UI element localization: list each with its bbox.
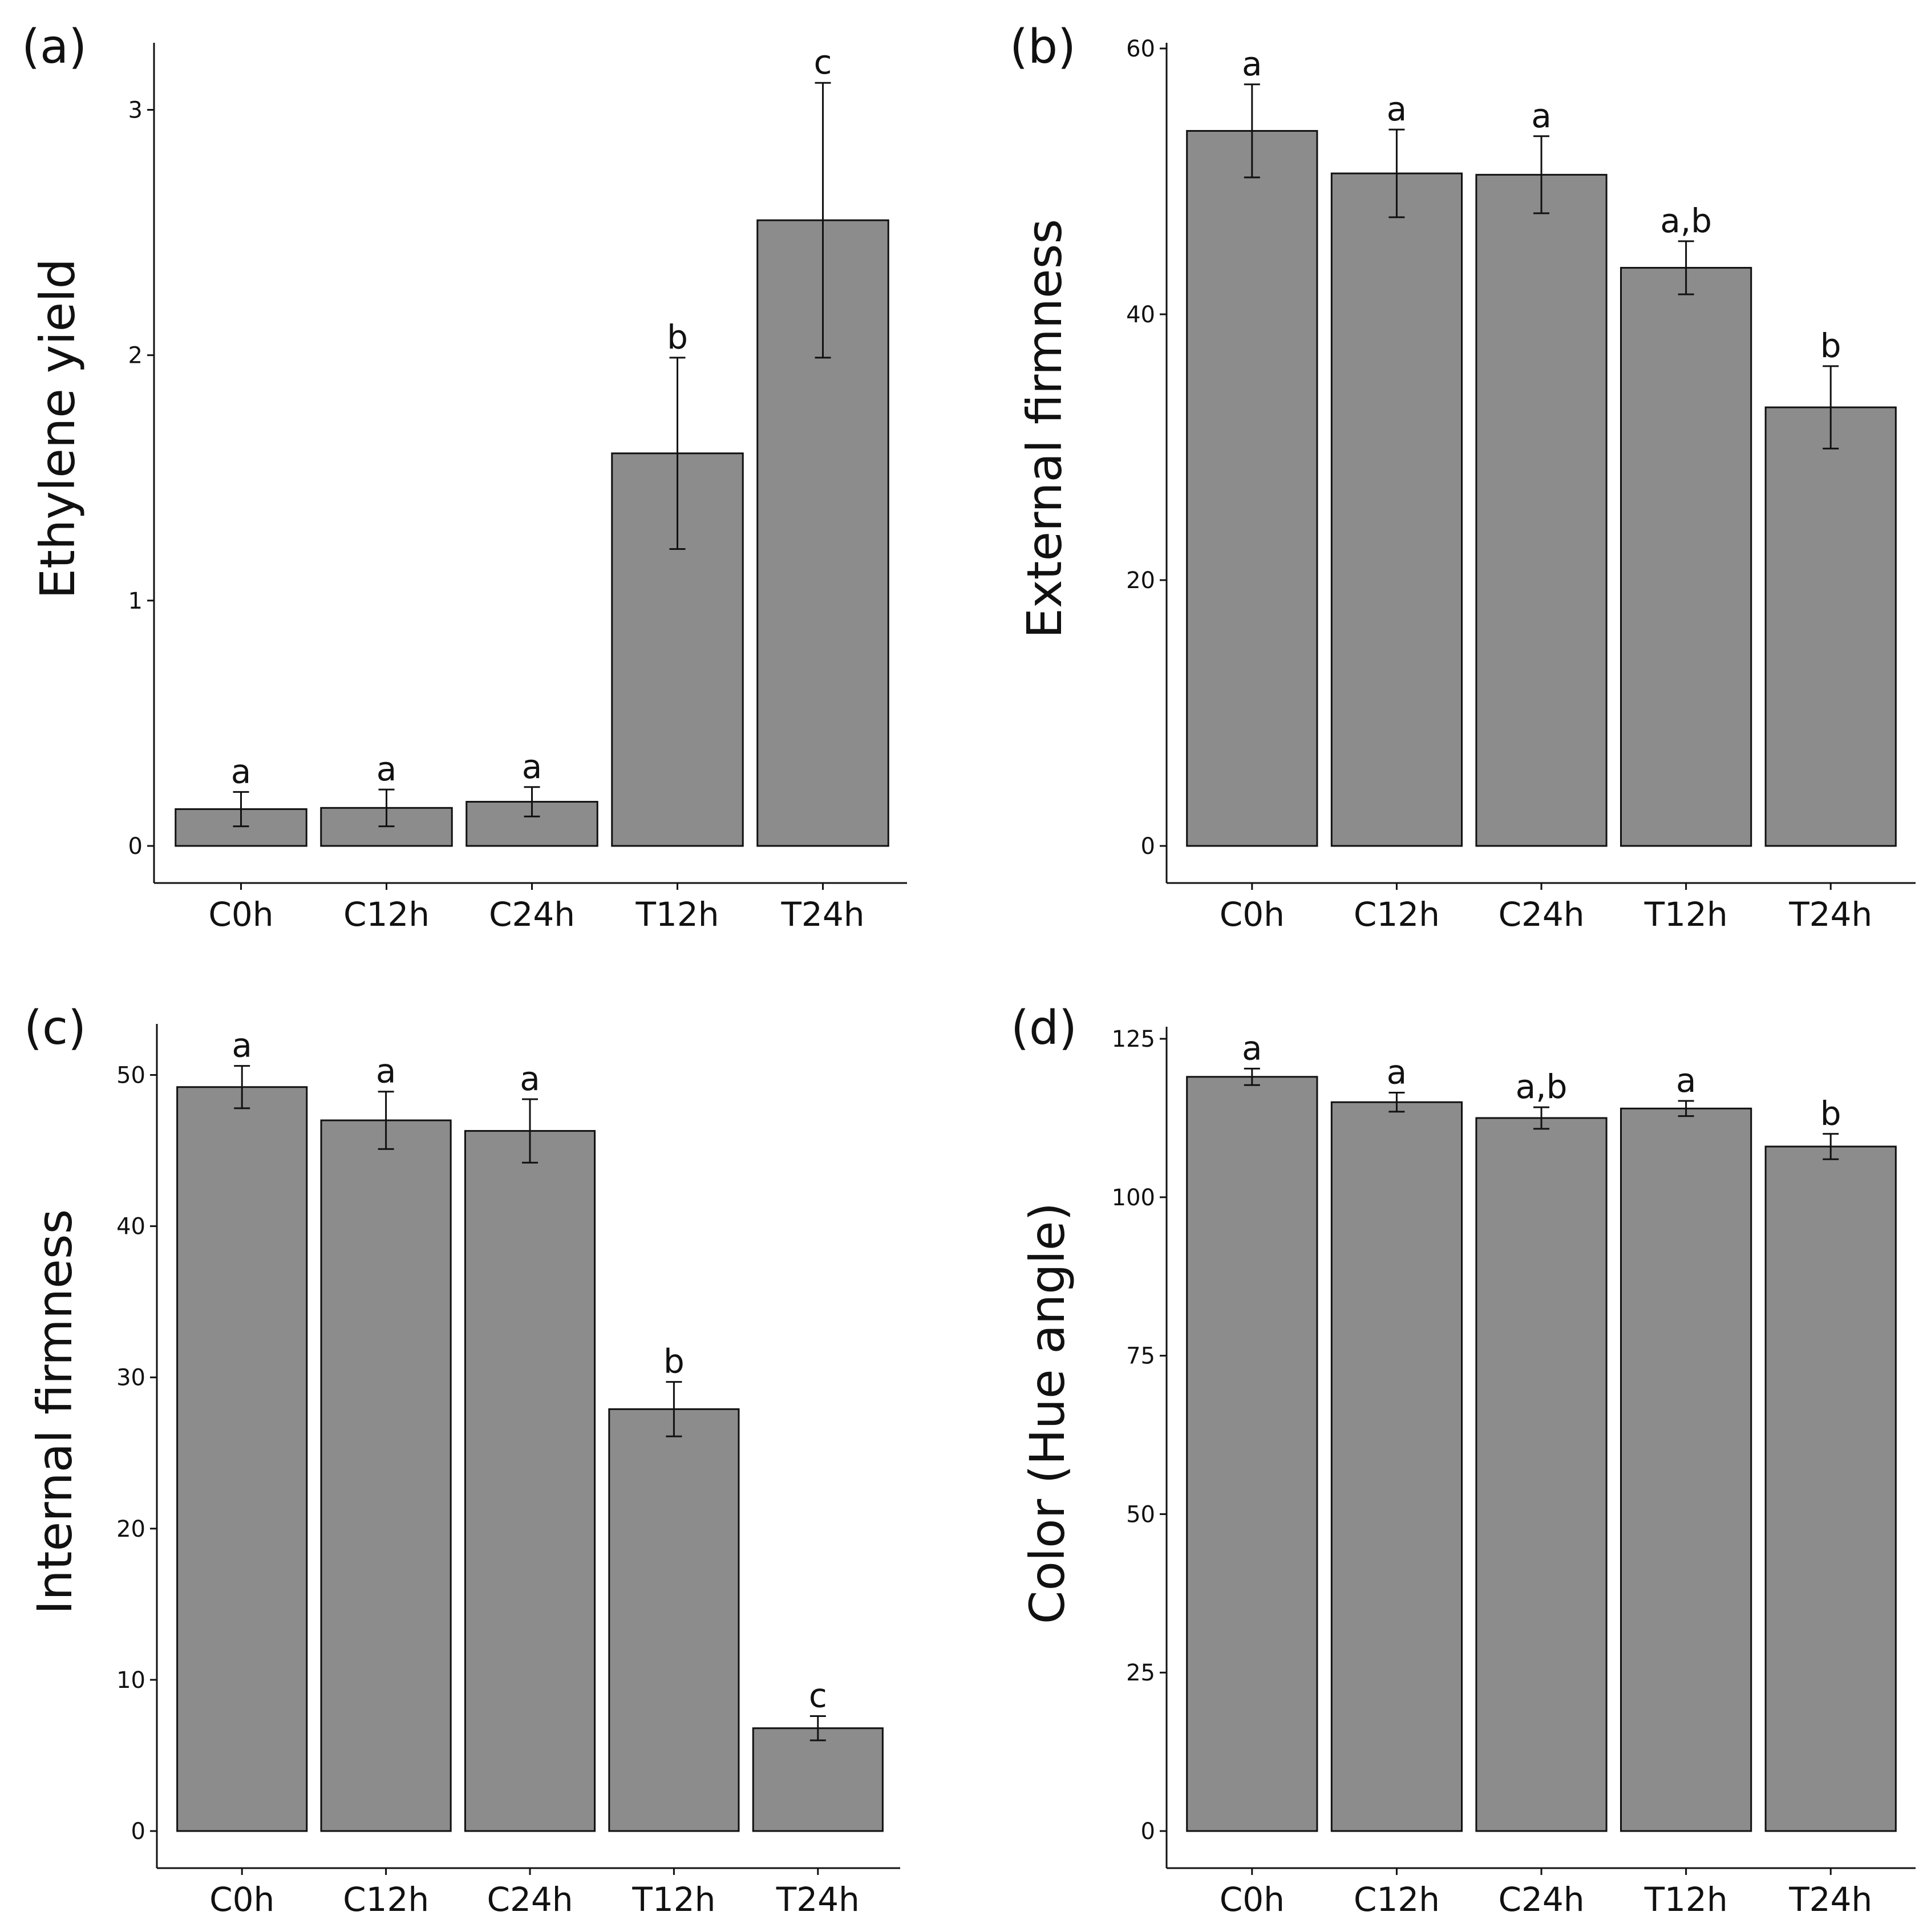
significance-label-T24h: c	[814, 43, 832, 82]
chart-panel-b: 0 20 40 60 a C0h a C12h a C24h a,b T12h b T24h (b) Exte…	[1010, 20, 1916, 934]
significance-label-C0h: a	[1242, 1028, 1262, 1067]
significance-label-C12h: a	[376, 1052, 396, 1091]
bar-C0h	[1186, 129, 1318, 847]
bar-C12h	[1330, 172, 1463, 847]
significance-label-T12h: b	[663, 1342, 685, 1381]
x-tick-label-T24h: T24h	[1788, 1880, 1872, 1919]
y-axis-title: Color (Hue angle)	[1019, 1202, 1075, 1624]
chart-panel-d: 0 25 50 75 100 125 a C0h a C12h a,b C24h a T12h b T24h (…	[1011, 1001, 1916, 1919]
x-tick-label-T12h: T12h	[631, 1880, 715, 1919]
bar-C24h	[464, 1130, 596, 1832]
y-axis-title: Internal firmness	[27, 1209, 83, 1615]
significance-label-C12h: a	[1387, 1053, 1407, 1092]
bar-C12h	[320, 1119, 452, 1832]
bar-T24h	[1764, 1145, 1897, 1832]
significance-label-C24h: a,b	[1516, 1067, 1568, 1106]
y-tick-label: 0	[128, 833, 143, 860]
x-tick-label-C0h: C0h	[1220, 1880, 1285, 1919]
y-tick-label: 3	[128, 98, 143, 124]
significance-label-C0h: a	[1242, 44, 1262, 83]
x-tick-label-C12h: C12h	[343, 895, 430, 934]
y-tick-label: 25	[1126, 1660, 1155, 1686]
significance-label-T24h: b	[1820, 1094, 1841, 1133]
bar-C0h	[176, 1086, 308, 1832]
chart-panel-c: 0 10 20 30 40 50 a C0h a C12h a C24h b T12h c T24h (c) In…	[24, 1001, 900, 1919]
x-tick-label-C24h: C24h	[489, 895, 575, 934]
significance-label-C24h: a	[1531, 96, 1552, 135]
significance-label-T24h: b	[1820, 326, 1841, 365]
significance-label-C12h: a	[1387, 90, 1407, 128]
bar-C24h	[465, 801, 598, 847]
x-tick-label-C0h: C0h	[1220, 895, 1285, 934]
bar-T24h	[752, 1727, 884, 1832]
x-tick-label-T24h: T24h	[781, 895, 865, 934]
y-tick-label: 75	[1126, 1343, 1155, 1370]
panel-label: (c)	[24, 1001, 86, 1055]
x-tick-label-C0h: C0h	[208, 895, 273, 934]
bar-T24h	[1764, 406, 1897, 847]
y-tick-label: 20	[1126, 568, 1155, 594]
x-tick-label-C0h: C0h	[209, 1880, 274, 1919]
significance-label-C24h: a	[520, 1059, 540, 1098]
x-tick-label-T24h: T24h	[776, 1880, 860, 1919]
y-tick-label: 40	[116, 1214, 145, 1240]
y-tick-label: 40	[1126, 302, 1155, 328]
significance-label-C12h: a	[377, 750, 397, 788]
y-tick-label: 50	[1126, 1501, 1155, 1528]
x-tick-label-C12h: C12h	[343, 1880, 429, 1919]
bar-C24h	[1475, 173, 1608, 847]
bar-T12h	[1620, 266, 1752, 847]
significance-label-C0h: a	[232, 1026, 252, 1065]
significance-label-C0h: a	[231, 752, 252, 791]
y-tick-label: 2	[128, 343, 143, 369]
x-tick-label-T12h: T12h	[1644, 895, 1728, 934]
y-axis-title: External firmness	[1017, 219, 1072, 638]
significance-label-T12h: a	[1676, 1061, 1697, 1100]
y-tick-label: 100	[1112, 1185, 1155, 1211]
y-tick-label: 1	[128, 588, 143, 614]
panel-label: (a)	[22, 20, 87, 74]
significance-label-T12h: a,b	[1660, 201, 1712, 240]
x-tick-label-C24h: C24h	[1498, 895, 1584, 934]
panel-label: (d)	[1011, 1001, 1077, 1055]
bar-T12h	[1620, 1107, 1752, 1832]
bar-C24h	[1475, 1117, 1608, 1832]
y-tick-label: 0	[131, 1818, 145, 1845]
x-tick-label-C24h: C24h	[1498, 1880, 1584, 1919]
significance-label-T12h: b	[667, 318, 688, 357]
x-tick-label-T12h: T12h	[635, 895, 719, 934]
y-axis-title: Ethylene yield	[30, 258, 86, 599]
chart-panel-a: 0 1 2 3 a C0h a C12h a C24h b T12h c T24h (a) Ethylene …	[22, 20, 907, 934]
y-tick-label: 10	[116, 1667, 145, 1694]
y-tick-label: 30	[116, 1365, 145, 1391]
bar-C12h	[1330, 1101, 1463, 1832]
x-tick-label-T12h: T12h	[1644, 1880, 1728, 1919]
x-tick-label-C12h: C12h	[1354, 895, 1440, 934]
bar-C0h	[1186, 1076, 1318, 1832]
panel-label: (b)	[1010, 20, 1076, 74]
y-tick-label: 60	[1126, 36, 1155, 62]
x-tick-label-C12h: C12h	[1354, 1880, 1440, 1919]
y-tick-label: 125	[1112, 1026, 1155, 1052]
significance-label-C24h: a	[522, 747, 543, 786]
y-tick-label: 0	[1141, 1818, 1155, 1845]
x-tick-label-T24h: T24h	[1788, 895, 1872, 934]
y-tick-label: 20	[116, 1516, 145, 1542]
significance-label-T24h: c	[809, 1676, 827, 1715]
y-tick-label: 0	[1141, 833, 1155, 860]
y-tick-label: 50	[116, 1063, 145, 1089]
x-tick-label-C24h: C24h	[487, 1880, 573, 1919]
bar-T12h	[608, 1408, 740, 1832]
